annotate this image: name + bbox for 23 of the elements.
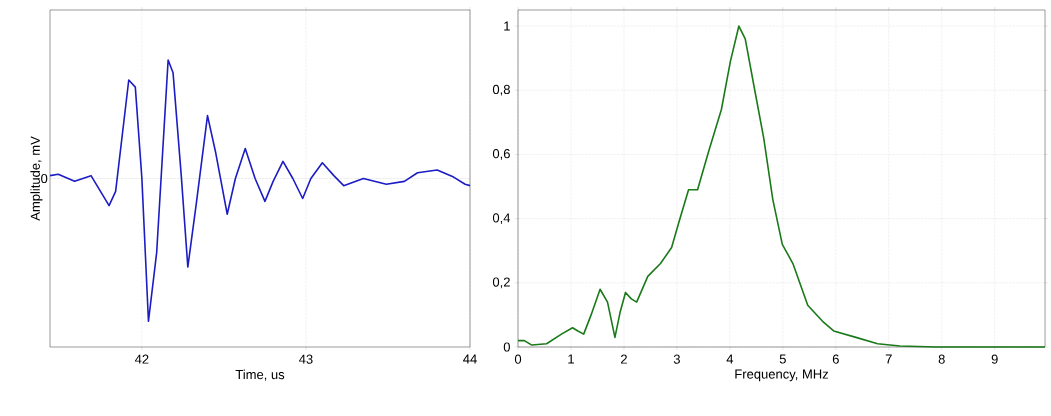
- x-tick-label: 5: [779, 354, 786, 364]
- x-tick-label: 42: [134, 354, 149, 364]
- x-tick-label: 7: [885, 354, 892, 364]
- x-tick-label: 9: [991, 354, 998, 364]
- x-tick-label: 0: [514, 354, 522, 364]
- x-tick-label: 43: [299, 354, 313, 364]
- x-axis-title: Time, us: [235, 369, 285, 381]
- y-axis-title: Amplitude, mV: [30, 136, 43, 221]
- x-tick-label: 6: [832, 354, 839, 364]
- x-tick-label: 3: [673, 354, 680, 364]
- y-tick-label: 0,8: [492, 84, 510, 96]
- y-tick-label: 0: [503, 342, 510, 352]
- x-tick-label: 44: [463, 354, 477, 364]
- x-tick-label: 4: [726, 354, 734, 364]
- x-tick-label: 8: [938, 354, 945, 364]
- x-tick-label: 1: [568, 354, 574, 364]
- y-tick-label: 0,2: [492, 277, 510, 289]
- ref-line-label: 0: [41, 173, 48, 184]
- y-tick-label: 0,4: [492, 213, 511, 224]
- x-axis-title: Frequency, MHz: [735, 369, 829, 382]
- y-tick-label: 0,6: [492, 149, 510, 160]
- x-tick-label: 2: [620, 354, 627, 364]
- y-tick-label: 1: [504, 21, 510, 31]
